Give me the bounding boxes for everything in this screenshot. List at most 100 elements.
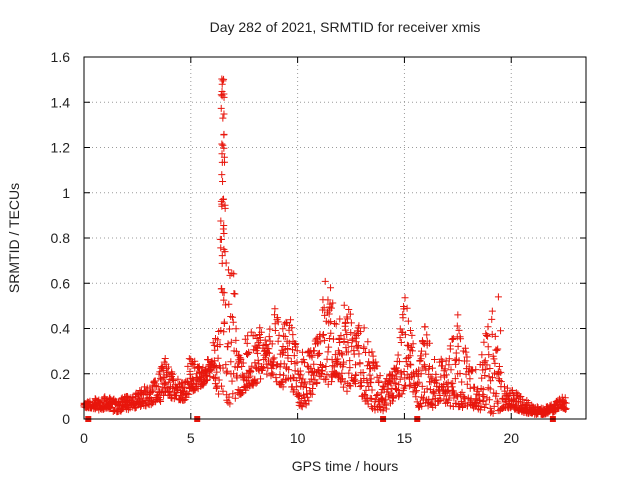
data-point (452, 360, 460, 368)
data-point (232, 325, 240, 333)
data-point (278, 378, 286, 386)
data-point (365, 348, 373, 356)
data-point (472, 366, 480, 374)
data-point (292, 376, 300, 384)
data-point (373, 373, 381, 381)
data-point (403, 304, 411, 312)
data-point (314, 366, 322, 374)
data-point (417, 352, 425, 360)
data-point (327, 284, 335, 292)
data-point (174, 375, 182, 383)
data-point (210, 357, 218, 365)
data-point (302, 401, 310, 409)
data-point (212, 363, 220, 371)
data-point (374, 390, 382, 398)
data-point (322, 362, 330, 370)
data-point (215, 390, 223, 398)
data-point (245, 348, 253, 356)
data-point (164, 363, 172, 371)
data-point (254, 349, 262, 357)
data-point (340, 358, 348, 366)
data-point (418, 402, 426, 410)
data-point (422, 366, 430, 374)
data-point (406, 327, 414, 335)
data-point (389, 397, 397, 405)
data-point (257, 328, 265, 336)
data-point (277, 378, 285, 386)
y-tick-label: 1 (62, 185, 70, 201)
data-point (322, 375, 330, 383)
data-point (446, 392, 454, 400)
data-point (452, 349, 460, 357)
data-point (329, 299, 337, 307)
data-point (256, 333, 264, 341)
data-point (561, 394, 569, 402)
data-point (483, 361, 491, 369)
data-point (485, 396, 493, 404)
data-point (342, 344, 350, 352)
data-point (355, 350, 363, 358)
data-point (357, 328, 365, 336)
data-point (396, 375, 404, 383)
data-point (481, 365, 489, 373)
data-point (392, 373, 400, 381)
data-point (399, 314, 407, 322)
data-point (274, 314, 282, 322)
data-point (462, 348, 470, 356)
data-point (220, 318, 228, 326)
data-point (281, 333, 289, 341)
data-point (417, 347, 425, 355)
data-point (395, 381, 403, 389)
data-point (336, 339, 344, 347)
data-point (218, 285, 226, 293)
data-point (279, 371, 287, 379)
data-point (303, 393, 311, 401)
data-point (445, 355, 453, 363)
data-point (453, 392, 461, 400)
data-point (101, 393, 109, 401)
data-point (483, 332, 491, 340)
data-point (217, 244, 225, 252)
grid (84, 57, 586, 419)
data-point (368, 348, 376, 356)
data-point (220, 110, 228, 118)
data-point (252, 379, 260, 387)
data-point (379, 407, 387, 415)
data-point (320, 304, 328, 312)
data-point (150, 378, 158, 386)
data-point (347, 329, 355, 337)
data-point (405, 382, 413, 390)
data-point (417, 370, 425, 378)
data-point (220, 296, 228, 304)
data-point (445, 396, 453, 404)
data-point (313, 378, 321, 386)
data-point (302, 384, 310, 392)
data-point (268, 340, 276, 348)
data-point (423, 331, 431, 339)
data-point (449, 379, 457, 387)
x-tick-label: 5 (187, 430, 195, 446)
data-point (456, 369, 464, 377)
data-point (219, 77, 227, 85)
data-point (220, 222, 228, 230)
data-point (401, 294, 409, 302)
data-point (326, 303, 334, 311)
data-point (271, 327, 279, 335)
data-point (316, 338, 324, 346)
data-point (344, 348, 352, 356)
data-point (238, 363, 246, 371)
data-point (417, 355, 425, 363)
data-point (454, 311, 462, 319)
data-point (301, 380, 309, 388)
data-point (349, 335, 357, 343)
data-point (345, 369, 353, 377)
data-point (149, 386, 157, 394)
data-point (476, 406, 484, 414)
data-point (161, 355, 169, 363)
data-point (463, 353, 471, 361)
data-point (341, 326, 349, 334)
data-point (562, 399, 570, 407)
data-point (271, 311, 279, 319)
data-point (305, 348, 313, 356)
data-point (218, 200, 226, 208)
